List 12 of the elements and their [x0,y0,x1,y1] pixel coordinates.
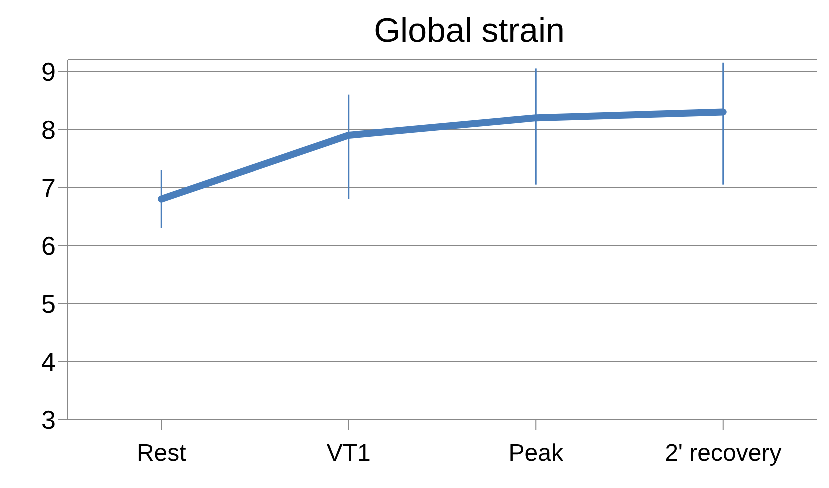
y-tick-label: 6 [42,231,56,262]
y-tick-label: 4 [42,347,56,378]
y-tick-label: 7 [42,172,56,203]
x-tick-label: Rest [136,440,187,468]
y-tick-label: 8 [42,114,56,145]
y-tick-label: 9 [42,56,56,87]
y-tick-label: 3 [42,405,56,436]
x-tick-label: 2' recovery [665,440,782,468]
y-tick-label: 5 [42,289,56,320]
x-tick-label: Peak [508,440,564,468]
chart-title: Global strain [373,11,566,52]
x-tick-label: VT1 [326,440,371,468]
